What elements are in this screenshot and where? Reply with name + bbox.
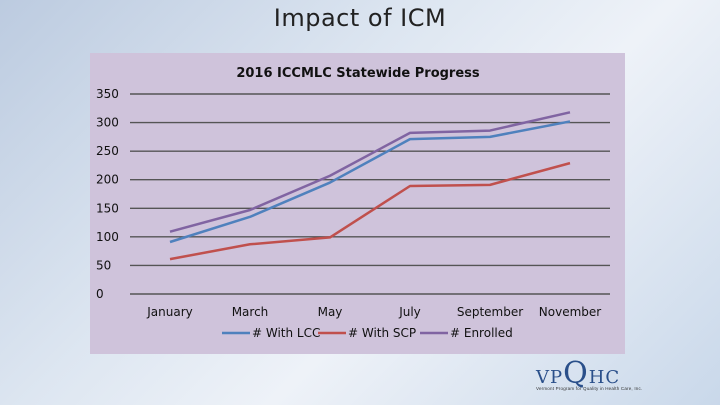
series-line xyxy=(169,111,571,233)
x-tick-label: March xyxy=(232,305,269,319)
y-tick-label: 250 xyxy=(96,144,119,158)
legend-label: # Enrolled xyxy=(450,326,513,340)
vpqhc-logo: VPQHC Vermont Program for Quality in Hea… xyxy=(530,356,690,400)
x-tick-label: January xyxy=(146,305,193,319)
logo-tagline: Vermont Program for Quality in Health Ca… xyxy=(536,386,643,391)
series-lines xyxy=(169,111,571,261)
y-axis-ticks: 0 50 100 150 200 250 300 350 xyxy=(96,87,119,301)
logo-wordmark: VPQHC xyxy=(536,356,621,391)
x-tick-label: May xyxy=(318,305,343,319)
y-tick-label: 350 xyxy=(96,87,119,101)
chart-title: 2016 ICCMLC Statewide Progress xyxy=(236,66,480,81)
series-line xyxy=(169,120,571,244)
x-tick-label: November xyxy=(539,305,601,319)
y-tick-label: 100 xyxy=(96,230,119,244)
legend: # With LCC # With SCP # Enrolled xyxy=(222,326,513,340)
series-line xyxy=(169,161,571,261)
y-tick-label: 200 xyxy=(96,173,119,187)
y-tick-label: 50 xyxy=(96,258,111,272)
legend-label: # With LCC xyxy=(252,326,320,340)
y-tick-label: 150 xyxy=(96,201,119,215)
x-tick-label: September xyxy=(457,305,523,319)
gridlines xyxy=(130,93,610,295)
slide-title: Impact of ICM xyxy=(273,4,447,32)
y-tick-label: 300 xyxy=(96,116,119,130)
line-chart: 2016 ICCMLC Statewide Progress 0 50 100 150… xyxy=(96,66,610,340)
legend-label: # With SCP xyxy=(348,326,416,340)
y-tick-label: 0 xyxy=(96,287,104,301)
x-tick-label: July xyxy=(398,305,421,319)
chart-panel: 2016 ICCMLC Statewide Progress 0 50 100 150… xyxy=(90,53,625,354)
x-axis-ticks: January March May July September November xyxy=(146,305,601,319)
